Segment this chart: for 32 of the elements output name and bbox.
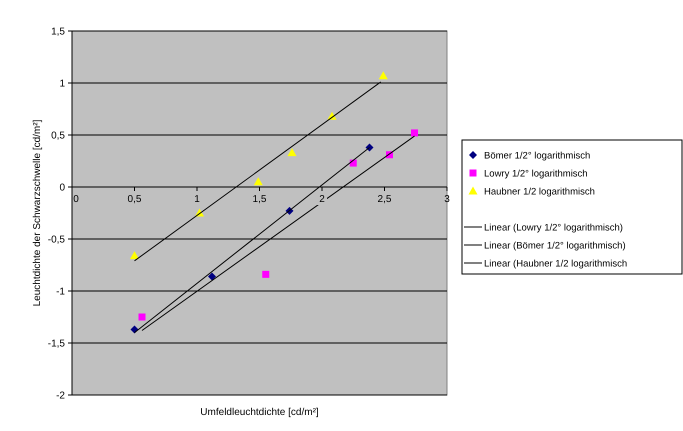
- y-axis-title: Leuchtdichte der Schwarzschwelle [cd/m²]: [32, 119, 43, 306]
- point: [378, 71, 388, 80]
- x-tick-label: 1,5: [252, 194, 267, 205]
- legend-label: Haubner 1/2 logarithmisch: [484, 186, 595, 198]
- y-tick-label: -1,5: [48, 338, 66, 350]
- x-tick-label: 2,5: [378, 194, 392, 205]
- legend-label: Bömer 1/2° logarithmisch: [484, 150, 590, 162]
- x-tick-label: 0: [73, 194, 80, 205]
- legend-label: Linear (Haubner 1/2 logarithmisch: [484, 258, 628, 270]
- x-tick-label: 1: [194, 194, 200, 205]
- y-tick-label: 1,5: [51, 26, 66, 38]
- point: [138, 314, 146, 320]
- legend-label: Lowry 1/2° logarithmisch: [484, 168, 588, 180]
- x-axis-title: Umfeldleuchtdichte [cd/m²]: [200, 407, 319, 418]
- y-tick-label: 1: [59, 78, 66, 90]
- x-tick-label: 0,5: [128, 194, 142, 205]
- legend-label: Linear (Lowry 1/2° logarithmisch): [484, 222, 623, 234]
- point: [254, 177, 263, 186]
- y-tick-label: 0,5: [51, 130, 66, 142]
- y-tick-label: 0: [59, 182, 66, 194]
- point: [288, 148, 296, 156]
- point: [208, 272, 216, 280]
- y-tick-label: -1: [56, 286, 66, 298]
- legend-label: Linear (Bömer 1/2° logarithmisch): [484, 240, 626, 252]
- point: [130, 251, 139, 260]
- y-tick-label: -2: [56, 390, 66, 402]
- x-tick-label: 2: [319, 194, 326, 205]
- point: [366, 143, 374, 152]
- x-tick-label: 3: [444, 194, 450, 205]
- point: [262, 270, 270, 278]
- y-tick-label: -0,5: [48, 234, 66, 246]
- point: [411, 129, 418, 136]
